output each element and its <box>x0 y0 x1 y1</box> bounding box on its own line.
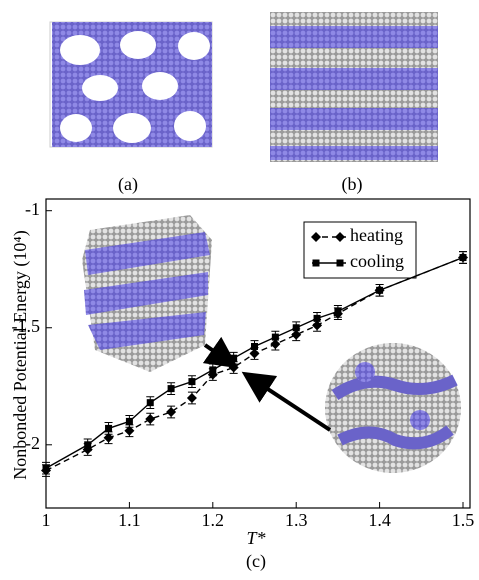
marker <box>460 254 467 261</box>
x-tick-label: 1.5 <box>452 510 475 530</box>
legend-marker <box>313 260 320 267</box>
marker <box>126 418 133 425</box>
marker <box>187 393 197 403</box>
marker <box>272 334 279 341</box>
marker <box>293 324 300 331</box>
panel-label: (a) <box>118 174 138 195</box>
marker <box>334 308 341 315</box>
panel-label: (b) <box>342 174 363 195</box>
x-tick-label: 1.1 <box>118 510 141 530</box>
marker <box>188 378 195 385</box>
y-tick-label: -1 <box>25 199 40 219</box>
marker <box>145 414 155 424</box>
marker <box>43 465 50 472</box>
y-tick-label: -1.5 <box>12 316 41 336</box>
x-tick-label: 1 <box>42 510 51 530</box>
marker <box>105 425 112 432</box>
marker <box>147 399 154 406</box>
x-tick-label: 1.3 <box>285 510 308 530</box>
marker <box>168 385 175 392</box>
arrow <box>245 374 330 430</box>
inset-sphere <box>325 343 461 473</box>
legend-label: heating <box>350 225 403 245</box>
inset-lamellar <box>82 215 212 372</box>
x-axis-label: T* <box>246 528 265 548</box>
figure: (a) (b) Nonbonded Potential Energy (10⁴)… <box>0 0 479 575</box>
panel-a-image <box>50 22 212 147</box>
marker <box>209 366 216 373</box>
marker <box>376 287 383 294</box>
x-tick-label: 1.2 <box>202 510 225 530</box>
legend-label: cooling <box>350 251 404 271</box>
panel-b-image <box>270 12 438 162</box>
marker <box>251 343 258 350</box>
y-tick-label: -2 <box>25 433 40 453</box>
marker <box>84 441 91 448</box>
chart-caption: (c) <box>246 551 266 572</box>
marker <box>166 407 176 417</box>
marker <box>230 355 237 362</box>
legend-marker <box>337 260 344 267</box>
marker <box>314 315 321 322</box>
x-tick-label: 1.4 <box>368 510 391 530</box>
